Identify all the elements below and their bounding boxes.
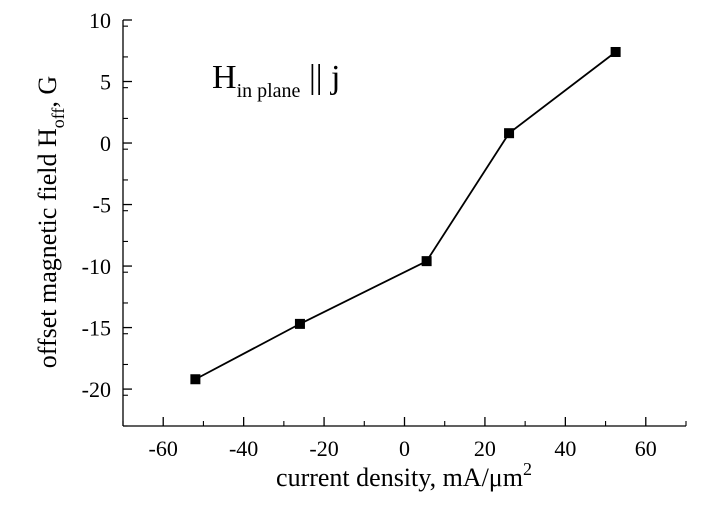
annotation: Hin plane || j <box>212 59 341 102</box>
data-point <box>294 318 305 329</box>
annotation-subscript: in plane <box>237 80 301 102</box>
data-point <box>421 256 432 267</box>
x-ticks: -60 -40 -20 0 20 40 60 <box>122 417 687 461</box>
y-tick-label: -5 <box>93 193 111 218</box>
x-tick-label: 20 <box>474 436 496 461</box>
y-ticks: -20 -15 -10 -5 0 5 10 <box>82 8 132 427</box>
x-tick-label: -60 <box>149 436 178 461</box>
y-tick-label: -20 <box>82 377 111 402</box>
y-axis-title-suffix: , G <box>33 76 62 108</box>
x-axis-title-text: current density, mA/μm <box>276 463 523 492</box>
y-tick-label: -10 <box>82 254 111 279</box>
x-axis-title-superscript: 2 <box>523 459 532 479</box>
x-tick-label: -20 <box>309 436 338 461</box>
data-point <box>504 128 515 139</box>
x-tick-label: 40 <box>554 436 576 461</box>
series-layer <box>190 46 621 385</box>
data-point <box>190 374 201 385</box>
y-tick-label: 0 <box>100 131 111 156</box>
y-axis-title-prefix: offset magnetic field H <box>33 128 62 368</box>
x-axis-title: current density, mA/μm2 <box>276 459 532 492</box>
annotation-main: H <box>212 59 237 96</box>
annotation-suffix: || j <box>300 59 340 96</box>
x-tick-label: -40 <box>229 436 258 461</box>
y-tick-label: 10 <box>89 8 111 33</box>
plot-frame <box>122 20 686 427</box>
x-tick-label: 60 <box>635 436 657 461</box>
y-tick-label: -15 <box>82 316 111 341</box>
x-tick-label: 0 <box>399 436 410 461</box>
y-axis-title-subscript: off <box>48 108 68 129</box>
y-tick-label: 5 <box>100 70 111 95</box>
y-axis-title: offset magnetic field Hoff, G <box>33 76 68 368</box>
data-point <box>610 46 621 57</box>
